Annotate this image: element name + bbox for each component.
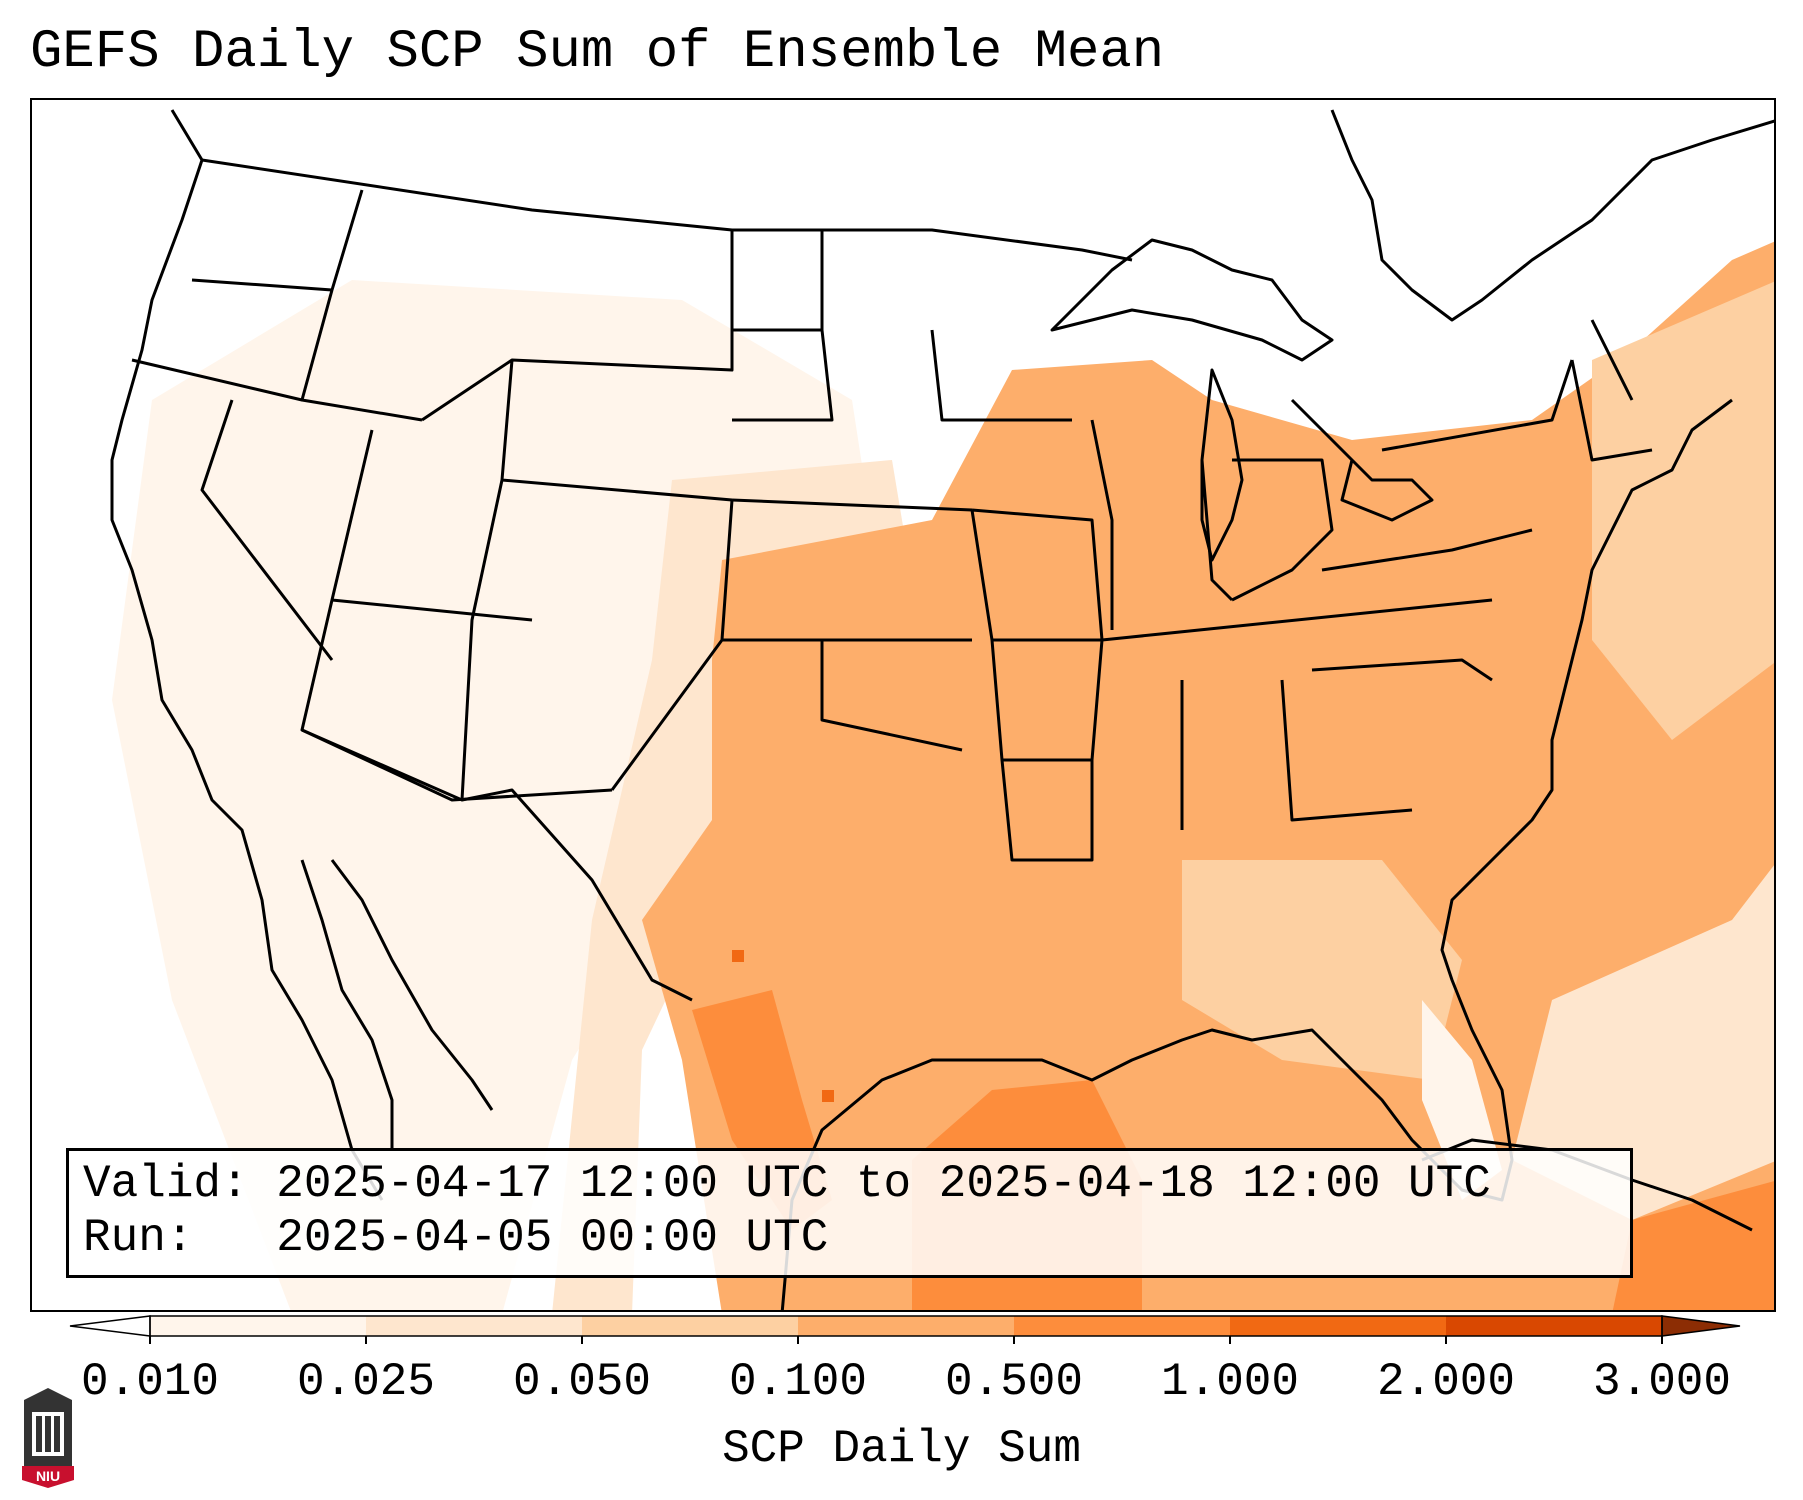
colorbar-tick-label: 3.000	[1593, 1356, 1731, 1408]
border-or-ca	[131, 358, 303, 402]
mexico-pacific-coast	[330, 859, 494, 1111]
colorbar-segment	[1230, 1316, 1447, 1336]
border-co-nm	[460, 479, 504, 801]
border-ok-tx	[820, 640, 963, 752]
colorbar-segment	[366, 1316, 583, 1336]
border-mt-wy	[421, 230, 734, 422]
colorbar-tick-label: 2.000	[1377, 1356, 1515, 1408]
border-il-in	[1090, 419, 1234, 630]
state-borders	[131, 158, 1653, 1002]
colorbar-segment	[582, 1316, 799, 1336]
colorbar-tick-label: 0.100	[729, 1356, 867, 1408]
west-coast	[110, 109, 384, 1201]
run-line: Run: 2025-04-05 00:00 UTC	[83, 1211, 1616, 1265]
shading-moderate	[642, 241, 1774, 1310]
baja-peninsula	[300, 859, 394, 1150]
colorbar-tick-label: 1.000	[1161, 1356, 1299, 1408]
map-canvas	[110, 109, 1774, 1310]
run-value: 2025-04-05 00:00 UTC	[276, 1212, 829, 1264]
border-nv-ca	[200, 399, 334, 661]
great-lakes-superior	[1050, 238, 1334, 362]
run-label: Run:	[83, 1212, 194, 1264]
colorbar-over-arrow	[1661, 1315, 1741, 1337]
map-panel	[30, 98, 1776, 1312]
svg-text:NIU: NIU	[36, 1468, 60, 1484]
colorbar-segment	[798, 1316, 1015, 1336]
border-tn	[1101, 598, 1493, 642]
border-us-canada	[201, 158, 1133, 262]
colorbar-tick-label: 0.500	[945, 1356, 1083, 1408]
valid-label: Valid:	[83, 1158, 249, 1210]
border-new-england	[1570, 319, 1653, 462]
colorbar-segment	[150, 1316, 367, 1336]
colorbar-label: SCP Daily Sum	[722, 1423, 1081, 1475]
great-lakes-huron-erie	[1290, 398, 1434, 522]
colorbar-segment	[1446, 1316, 1663, 1336]
colorbar-tick-label: 0.010	[81, 1356, 219, 1408]
shading-pale-southeast	[1182, 860, 1462, 1080]
valid-line: Valid: 2025-04-17 12:00 UTC to 2025-04-1…	[83, 1157, 1616, 1211]
border-pa-ny	[1381, 359, 1574, 452]
colorbar-outline	[149, 1315, 1663, 1337]
shading-pale-northeast	[1592, 281, 1774, 740]
colorbar-tick-label: 0.050	[513, 1356, 651, 1408]
border-az-nm	[300, 599, 613, 802]
hudson-bay-coast	[1330, 109, 1774, 322]
colorbar-segment	[1014, 1316, 1231, 1336]
border-dakotas	[732, 230, 834, 422]
border-ne-ks	[731, 498, 973, 512]
valid-run-box: Valid: 2025-04-17 12:00 UTC to 2025-04-1…	[66, 1148, 1633, 1278]
colorbar-ticks: 0.010 0.025 0.050 0.100 0.500 1.000 2.000 3.000	[81, 1336, 1731, 1408]
colorbar: 0.010 0.025 0.050 0.100 0.500 1.000 2.000 3.000	[69, 1315, 1741, 1408]
border-la-ms	[1000, 759, 1094, 862]
border-nc-sc	[1311, 658, 1493, 682]
shading-peak-texas	[732, 950, 744, 962]
border-id	[300, 189, 423, 422]
border-us-mexico	[301, 728, 693, 1002]
valid-value: 2025-04-17 12:00 UTC to 2025-04-18 12:00…	[276, 1158, 1491, 1210]
border-oh-ky	[1231, 458, 1334, 602]
shading-peak-south-texas	[822, 1090, 834, 1102]
border-mn-ia	[930, 329, 1072, 422]
shading-pale-atlantic	[1512, 865, 1774, 1220]
border-va	[1321, 528, 1533, 572]
border-ar-la	[990, 639, 1104, 762]
colorbar-under-arrow	[69, 1315, 151, 1337]
niu-logo: NIU	[22, 1388, 74, 1488]
shading-dark-caribbean	[1612, 1181, 1774, 1310]
border-wa-or	[191, 278, 333, 292]
colorbar-tick-label: 0.025	[297, 1356, 435, 1408]
border-al-ga	[1180, 679, 1413, 830]
map-title: GEFS Daily SCP Sum of Ensemble Mean	[30, 22, 1165, 83]
colorbar-segments	[150, 1316, 1663, 1336]
